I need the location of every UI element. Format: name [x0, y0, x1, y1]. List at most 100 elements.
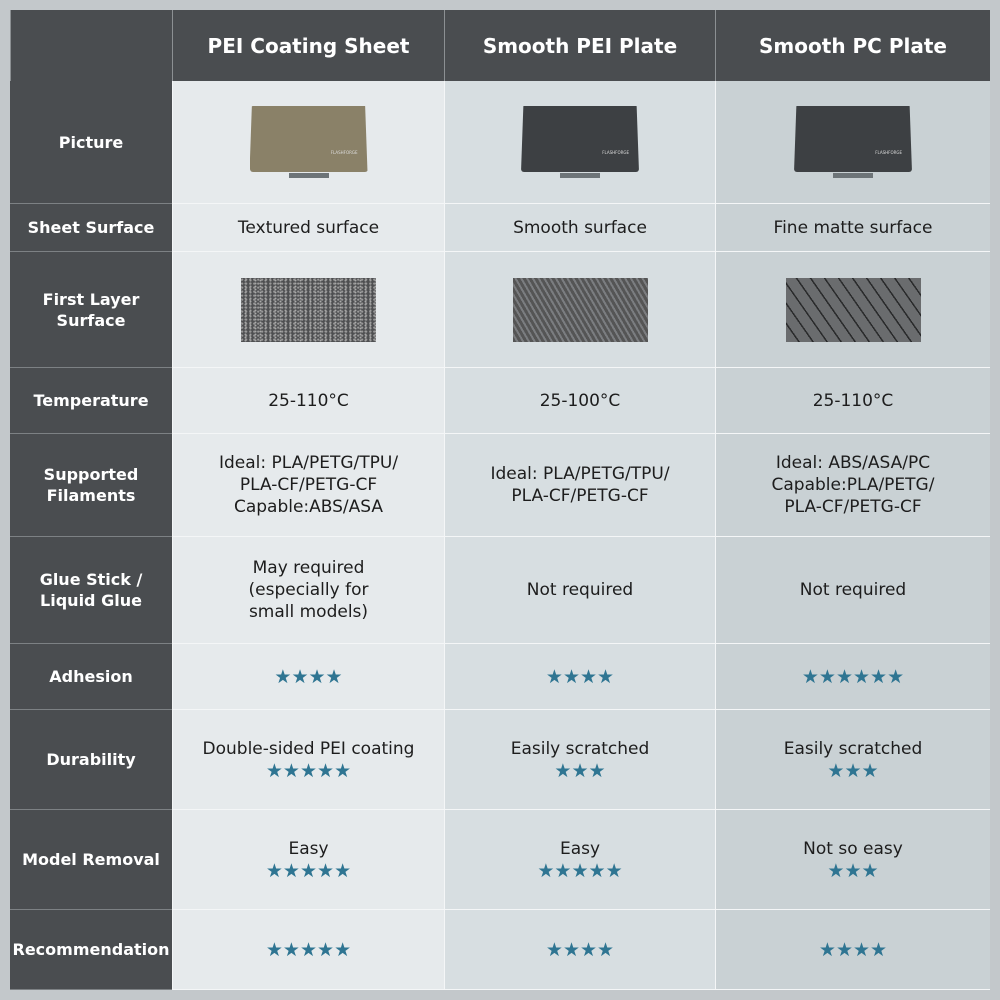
cell-text: Textured surface — [237, 217, 380, 238]
cell-text: Not required — [526, 580, 634, 600]
row-label: Sheet Surface — [10, 204, 172, 252]
star-icon: ★ — [299, 759, 318, 782]
glue-cell: Not required — [444, 537, 715, 644]
plate-tab — [560, 173, 600, 178]
glue-cell: May required (especially for small models) — [172, 537, 444, 644]
sheet-surface-cell: Smooth surface — [444, 204, 715, 252]
adhesion-cell: ★★★★ — [172, 644, 444, 710]
cell-text: Smooth surface — [513, 217, 647, 238]
star-icon: ★ — [265, 938, 283, 961]
recommendation-cell: ★★★★ — [715, 910, 990, 990]
recommendation-rating: ★★★★★ — [266, 939, 351, 961]
cell-text: Double-sided PEI coating — [202, 738, 415, 759]
adhesion-rating: ★★★★ — [546, 666, 614, 688]
build-plate-image: FLASHFORGE — [249, 106, 368, 172]
filaments-cell: Ideal: ABS/ASA/PC Capable:PLA/PETG/PLA-CF… — [715, 434, 990, 537]
build-plate-image: FLASHFORGE — [521, 106, 639, 172]
row-label-text: Model Removal — [22, 850, 160, 869]
star-icon: ★ — [282, 759, 300, 782]
recommendation-rating: ★★★★ — [546, 939, 614, 961]
row-label: Glue Stick / Liquid Glue — [10, 537, 172, 644]
removal-cell: Easy ★★★★★ — [172, 810, 444, 910]
star-icon: ★ — [827, 759, 845, 782]
star-icon: ★ — [588, 759, 606, 782]
row-label-text: Durability — [46, 750, 136, 769]
brand-logo: FLASHFORGE — [330, 150, 358, 155]
comparison-table: PEI Coating Sheet Smooth PEI Plate Smooth … — [10, 10, 990, 990]
star-icon: ★ — [818, 938, 836, 961]
star-icon: ★ — [554, 759, 572, 782]
row-label: Adhesion — [10, 644, 172, 710]
star-icon: ★ — [801, 665, 819, 688]
sheet-surface-cell: Textured surface — [172, 204, 444, 252]
removal-cell: Easy ★★★★★ — [444, 810, 715, 910]
adhesion-rating: ★★★★★★ — [802, 666, 904, 688]
plate-picture: FLASHFORGE — [444, 81, 715, 204]
star-icon: ★ — [861, 859, 879, 882]
star-icon: ★ — [282, 859, 300, 882]
row-label: Recommendation — [10, 910, 172, 990]
durability-cell: Easily scratched ★★★ — [715, 710, 990, 810]
star-icon: ★ — [334, 938, 352, 961]
row-label-text: Picture — [58, 132, 124, 152]
star-icon: ★ — [588, 859, 606, 882]
row-label: Temperature — [10, 368, 172, 434]
cell-text: Ideal: ABS/ASA/PC — [775, 453, 931, 473]
star-icon: ★ — [870, 938, 888, 961]
star-icon: ★ — [537, 859, 555, 882]
star-icon: ★ — [545, 938, 563, 961]
cell-text: small models) — [248, 602, 369, 622]
cell-text: Ideal: PLA/PETG/TPU/ — [218, 453, 399, 473]
plate-tab — [288, 173, 329, 178]
star-icon: ★ — [835, 938, 853, 961]
row-label-text: Supported Filaments — [43, 465, 139, 505]
star-icon: ★ — [265, 759, 283, 782]
star-icon: ★ — [291, 665, 309, 688]
cell-text: (especially for — [248, 580, 369, 600]
star-icon: ★ — [554, 859, 572, 882]
filaments-cell: Ideal: PLA/PETG/TPU/PLA-CF/PETG-CF Capabl… — [172, 434, 444, 537]
row-label-text: Recommendation — [12, 940, 170, 959]
row-label: Supported Filaments — [10, 434, 172, 537]
row-label: Picture — [10, 81, 172, 204]
first-layer-cell — [715, 252, 990, 368]
star-icon: ★ — [827, 859, 845, 882]
cell-text: PLA-CF/PETG-CF — [784, 497, 922, 517]
column-header: PEI Coating Sheet — [172, 10, 444, 81]
star-icon: ★ — [580, 665, 598, 688]
cell-text: Easily scratched — [783, 738, 923, 759]
plate-tab — [833, 173, 873, 178]
star-icon: ★ — [605, 859, 623, 882]
removal-rating: ★★★★★ — [266, 860, 351, 882]
durability-rating: ★★★ — [827, 760, 878, 782]
cell-text: Capable:ABS/ASA — [233, 497, 384, 517]
star-icon: ★ — [597, 938, 615, 961]
star-icon: ★ — [562, 938, 580, 961]
row-label-text: Temperature — [33, 391, 149, 410]
star-icon: ★ — [853, 938, 871, 961]
adhesion-cell: ★★★★ — [444, 644, 715, 710]
star-icon: ★ — [861, 759, 879, 782]
star-icon: ★ — [562, 665, 580, 688]
star-icon: ★ — [571, 759, 589, 782]
cell-text: 25-110°C — [812, 390, 894, 411]
row-label-text: Glue Stick / Liquid Glue — [39, 570, 143, 610]
durability-rating: ★★★ — [554, 760, 605, 782]
glue-cell: Not required — [715, 537, 990, 644]
row-label-text: First Layer Surface — [42, 289, 140, 330]
sheet-surface-cell: Fine matte surface — [715, 204, 990, 252]
column-header: Smooth PEI Plate — [444, 10, 715, 81]
star-icon: ★ — [887, 665, 905, 688]
star-icon: ★ — [844, 859, 862, 882]
column-title: PEI Coating Sheet — [207, 33, 410, 58]
recommendation-cell: ★★★★ — [444, 910, 715, 990]
star-icon: ★ — [265, 859, 283, 882]
star-icon: ★ — [545, 665, 563, 688]
row-label: Model Removal — [10, 810, 172, 910]
build-plate-image: FLASHFORGE — [794, 106, 912, 172]
column-header: Smooth PC Plate — [715, 10, 990, 81]
star-icon: ★ — [844, 759, 862, 782]
header-corner — [10, 10, 172, 81]
star-icon: ★ — [274, 665, 292, 688]
cell-text: Easily scratched — [510, 738, 650, 759]
